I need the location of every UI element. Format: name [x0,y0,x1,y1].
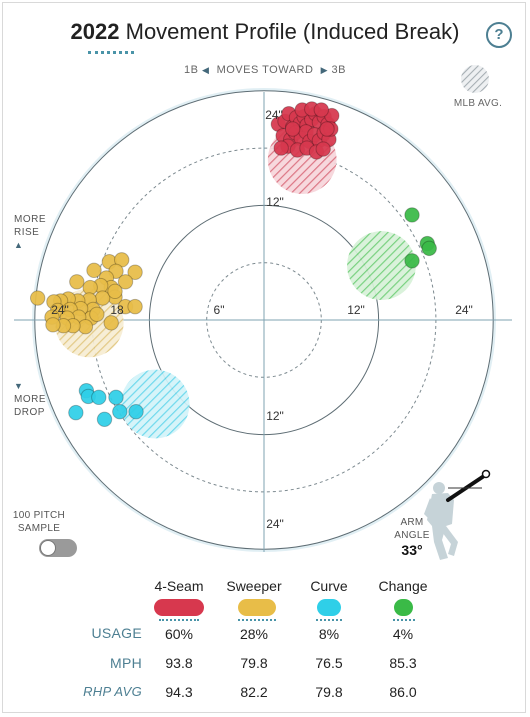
x-tick-label: 12" [347,303,365,317]
arm-angle-label: ARM ANGLE [390,516,434,542]
y-tick-label: 12" [266,195,284,209]
direction-right: 3B [331,64,347,76]
pitch-point-curve [91,389,107,406]
rhp-avg-curve: 79.8 [315,684,343,700]
pitch-point-change [404,207,420,223]
pitch-toggle-4seam[interactable] [154,599,204,616]
more-drop-line1: MORE [14,394,46,405]
title-year[interactable]: 2022 [70,19,120,44]
row-label-usage: USAGE [91,625,142,641]
title-text: Movement Profile (Induced Break) [125,19,460,44]
rhp-avg-4seam: 94.3 [165,684,193,700]
pitch-name-4seam: 4-Seam [154,578,204,594]
more-drop-label: ▼ MORE DROP [14,380,46,419]
triangle-right-icon: ▶ [320,65,328,75]
pill-underline-curve [316,619,342,621]
triangle-left-icon: ◀ [202,65,210,75]
arm-angle-value: 33° [401,542,423,558]
year-dropdown-underline [88,51,134,54]
pitch-name-sweeper: Sweeper [226,578,282,594]
mlb-avg-label: MLB AVG. [453,98,503,109]
usage-sweeper: 28% [239,626,269,642]
usage-curve: 8% [318,626,340,642]
toggle-knob [40,540,56,556]
pitch-point-change [421,240,437,257]
pitcher-silhouette-icon [424,469,491,560]
row-label-mph: MPH [109,655,142,671]
y-tick-label: 12" [266,409,284,423]
mlb-avg-swatch-icon [461,65,489,93]
more-rise-line1: MORE [14,214,46,225]
mph-sweeper: 79.8 [240,655,268,671]
rhp-avg-change: 86.0 [389,684,417,700]
mph-change: 85.3 [389,655,417,671]
pitch-toggle-sweeper[interactable] [238,599,276,616]
sample-toggle-line1: 100 PITCH [12,510,66,521]
pitch-point-sweeper [107,283,123,300]
pitch-point-sweeper [45,317,61,333]
pitch-point-curve [68,404,84,421]
pitch-name-curve: Curve [310,578,348,594]
pitch-point-sweeper [29,290,46,306]
x-tick-label: 6" [214,303,225,317]
pitch-point-4seam [315,141,331,157]
triangle-up-icon: ▲ [14,240,24,250]
mlb-avg-zone-curve [120,369,190,439]
pitch-name-change: Change [378,578,428,594]
pitch-point-sweeper [127,264,143,280]
sample-toggle-label: 100 PITCH SAMPLE [8,509,70,535]
pill-underline-change [393,619,415,621]
pitch-toggle-curve[interactable] [317,599,341,616]
pitch-point-curve [128,403,144,420]
row-label-rhp-avg: RHP AVG [83,684,142,699]
y-tick-label: 24" [265,108,283,122]
pitch-point-curve [108,389,124,406]
direction-label: 1B ◀ MOVES TOWARD ▶ 3B [0,64,530,76]
pitch-point-change [404,253,420,269]
sample-toggle-line2: SAMPLE [17,523,61,534]
movement-chart: 24" 18 6" 12" 24" 24" 12" 12" 24" [14,88,512,552]
pill-underline-sweeper [238,619,276,621]
arm-angle-line2: ANGLE [394,530,430,541]
direction-left: 1B [183,64,199,76]
x-tick-label: 18 [110,303,124,317]
arm-angle-line1: ARM [400,517,424,528]
pitch-point-sweeper [127,298,143,315]
more-rise-line2: RISE [14,227,40,238]
pitch-toggle-change[interactable] [394,599,413,616]
mph-curve: 76.5 [315,655,343,671]
pitch-point-curve [112,403,128,420]
x-tick-label: 24" [51,303,69,317]
page-title: 2022 Movement Profile (Induced Break) [0,19,530,45]
usage-change: 4% [392,626,414,642]
pitch-point-sweeper [86,262,102,279]
pitch-point-sweeper [103,315,119,331]
sample-toggle[interactable] [39,539,77,557]
pitch-point-4seam [319,121,335,137]
more-drop-line2: DROP [14,407,45,418]
pitch-point-curve [96,411,113,428]
usage-4seam: 60% [164,626,194,642]
y-tick-label: 24" [266,517,284,531]
pill-underline-4seam [159,619,199,621]
x-tick-label: 24" [455,303,473,317]
pitch-point-sweeper [117,274,134,290]
pitch-point-4seam [284,121,301,137]
pitch-point-sweeper [69,274,85,290]
mph-4seam: 93.8 [165,655,193,671]
direction-center: MOVES TOWARD [216,64,314,76]
pitch-point-sweeper [89,306,105,322]
more-rise-label: MORE RISE ▲ [14,213,46,252]
pitch-point-4seam [313,102,329,118]
pitch-point-4seam [273,140,289,156]
help-icon[interactable]: ? [486,22,512,48]
rhp-avg-sweeper: 82.2 [240,684,268,700]
triangle-down-icon: ▼ [14,381,24,391]
mlb-avg-zone-change [347,231,416,300]
